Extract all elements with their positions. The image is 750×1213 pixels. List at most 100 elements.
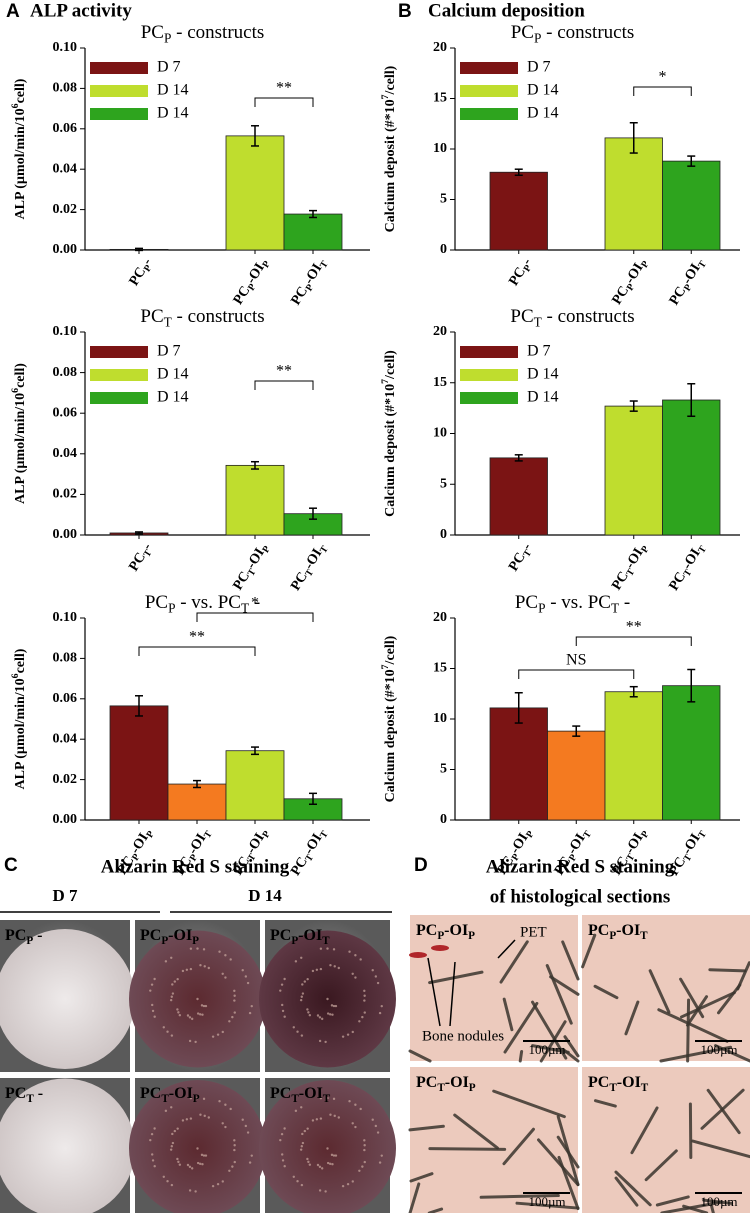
nodule <box>363 999 366 1002</box>
y-tick-label: 20 <box>433 610 447 625</box>
nodule <box>283 1127 286 1130</box>
nodule <box>363 1144 366 1147</box>
nodule <box>150 983 154 986</box>
error-bar <box>251 746 259 756</box>
nodule <box>341 1035 345 1038</box>
nodule <box>201 1163 204 1166</box>
nodule <box>171 992 175 995</box>
fiber <box>686 998 691 1063</box>
nodule <box>170 1106 173 1109</box>
nodule <box>186 1163 190 1167</box>
x-tick-label: PCT-OIT <box>288 540 331 594</box>
well <box>259 1080 396 1213</box>
nodule <box>149 989 152 992</box>
callout: Bone nodules <box>422 1028 504 1044</box>
y-axis-label: Calcium deposit (#*107/cell) <box>380 350 398 517</box>
nodule <box>151 1003 154 1007</box>
y-axis-label: ALP (µmol/min/106cell) <box>10 363 28 504</box>
significance-label: * <box>659 69 667 86</box>
y-tick-label: 20 <box>433 324 447 339</box>
fiber <box>593 984 619 1000</box>
legend-label: D 14 <box>527 105 559 122</box>
nodule <box>333 965 336 968</box>
nodule <box>281 1003 284 1007</box>
chart-title: PCP - vs. PCT - <box>145 592 260 615</box>
nodule <box>359 958 362 961</box>
nodule <box>170 1145 174 1148</box>
nodule <box>292 1026 295 1029</box>
fiber <box>679 991 736 1019</box>
fiber <box>518 1049 524 1063</box>
nodule <box>319 967 323 971</box>
error-bar <box>572 725 581 737</box>
nodule <box>202 1097 206 1101</box>
nodule <box>316 1014 320 1017</box>
significance-bracket <box>575 636 692 646</box>
well-label: PCT-OIT <box>270 1085 331 1105</box>
error-bar <box>309 507 317 520</box>
nodule <box>326 947 329 950</box>
nodule <box>181 1119 185 1122</box>
nodule <box>194 1040 197 1044</box>
nodule <box>300 995 304 998</box>
nodule <box>281 1153 284 1156</box>
nodule <box>228 1020 231 1023</box>
nodule <box>164 960 168 963</box>
legend-swatch <box>460 392 518 404</box>
nodule <box>279 989 282 992</box>
error-bar <box>309 209 317 219</box>
nodule <box>221 1030 224 1034</box>
nodule <box>341 1184 345 1188</box>
bone-nodule <box>431 945 449 951</box>
fiber <box>682 1204 709 1213</box>
significance-label: * <box>251 595 259 612</box>
nodule <box>199 1162 202 1166</box>
y-tick-label: 5 <box>440 192 447 207</box>
nodule <box>361 1015 364 1019</box>
error-bar <box>629 121 638 154</box>
nodule <box>229 958 232 961</box>
fiber <box>561 940 580 981</box>
panel-title: ALP activity <box>30 0 132 21</box>
fiber <box>502 1127 535 1166</box>
legend-swatch <box>90 369 148 381</box>
bar <box>489 171 548 251</box>
fiber <box>453 1113 499 1150</box>
nodule <box>203 965 206 968</box>
nodule <box>280 1132 284 1136</box>
y-tick-label: 0.06 <box>53 121 78 136</box>
well <box>0 1078 135 1213</box>
x-tick-label: PCT-OIP <box>231 826 273 879</box>
nodule <box>246 981 250 985</box>
nodule <box>149 1138 152 1142</box>
bar <box>489 457 548 536</box>
nodule <box>318 1189 322 1192</box>
fiber <box>492 1089 566 1119</box>
nodule <box>185 968 189 971</box>
fiber <box>409 1172 434 1183</box>
nodule <box>170 1183 174 1187</box>
fiber <box>499 940 529 984</box>
error-bar <box>251 460 259 470</box>
nodule <box>331 1013 334 1016</box>
nodule <box>301 1141 305 1145</box>
fiber <box>427 1207 444 1213</box>
fiber <box>648 969 671 1014</box>
fiber <box>537 1138 580 1187</box>
scale-label: 100µm <box>700 1042 737 1057</box>
nodule <box>211 1184 215 1188</box>
panel-title: of histological sections <box>490 886 671 907</box>
fiber <box>581 933 597 969</box>
nodule <box>170 1034 174 1037</box>
nodule <box>204 1154 208 1157</box>
nodule <box>189 947 193 950</box>
fiber <box>710 1204 715 1213</box>
nodule <box>153 1015 156 1018</box>
legend-swatch <box>460 62 518 74</box>
nodule <box>300 1183 304 1187</box>
nodule <box>151 1009 155 1013</box>
y-tick-label: 0 <box>440 812 447 827</box>
x-tick-label: PCT-OIP <box>231 541 273 594</box>
nodule <box>315 1118 319 1121</box>
nodule <box>330 1153 334 1157</box>
